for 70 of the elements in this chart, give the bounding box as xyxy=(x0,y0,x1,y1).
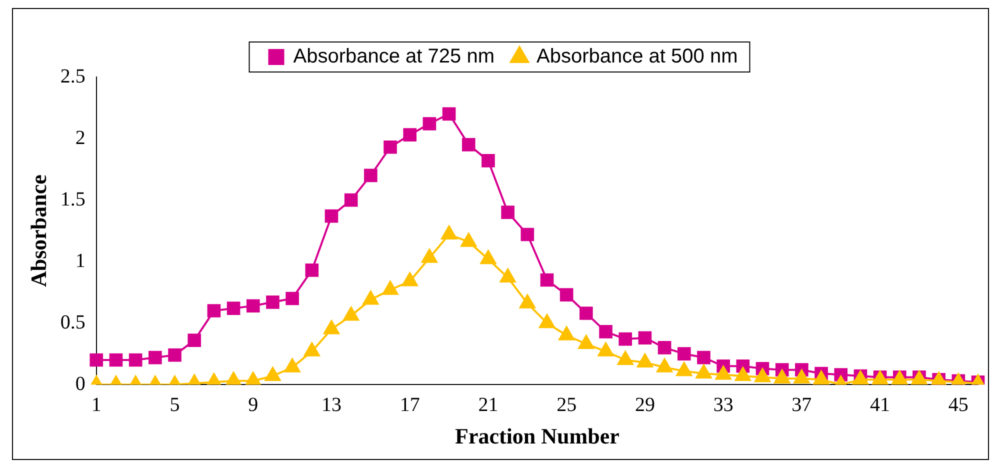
point xyxy=(384,140,397,154)
point xyxy=(364,168,378,182)
x-tick-label: 21 xyxy=(478,394,498,416)
x-tick-label: 13 xyxy=(321,394,342,416)
point xyxy=(813,370,830,385)
point xyxy=(460,232,477,247)
x-tick-label: 9 xyxy=(248,394,258,416)
legend-label: Absorbance at 725 nm xyxy=(293,46,495,68)
x-tick-label: 5 xyxy=(170,394,180,416)
point xyxy=(226,372,242,385)
point xyxy=(480,250,496,264)
y-tick-label: 2.5 xyxy=(60,65,86,88)
y-tick-label: 2 xyxy=(75,126,86,149)
x-tick-label: 17 xyxy=(400,394,420,416)
point xyxy=(382,280,398,295)
x-tick-label: 1 xyxy=(91,394,102,416)
point xyxy=(245,372,262,385)
point xyxy=(656,358,672,372)
point xyxy=(500,268,516,283)
point xyxy=(442,107,456,121)
point xyxy=(402,272,418,286)
point xyxy=(519,294,536,308)
point xyxy=(362,290,379,305)
point xyxy=(482,154,495,168)
point xyxy=(226,302,240,315)
point xyxy=(560,288,574,302)
point xyxy=(344,193,358,207)
point xyxy=(304,342,320,356)
y-tick-label: 0.5 xyxy=(60,311,86,334)
point xyxy=(264,366,281,381)
y-tick-label: 1.5 xyxy=(60,188,86,210)
point xyxy=(794,369,810,384)
y-tick-label: 1 xyxy=(75,250,86,272)
point xyxy=(422,248,438,263)
point xyxy=(637,353,653,368)
point xyxy=(207,304,221,318)
point xyxy=(617,350,634,365)
point xyxy=(324,209,338,223)
point xyxy=(520,228,534,242)
point xyxy=(324,320,340,334)
point xyxy=(578,334,594,349)
x-tick-label: 45 xyxy=(948,394,968,416)
legend-label: Absorbance at 500 nm xyxy=(536,46,738,68)
x-tick-label: 25 xyxy=(556,394,577,416)
x-tick-label: 29 xyxy=(634,394,655,416)
x-tick-label: 41 xyxy=(870,394,890,416)
point xyxy=(539,314,555,328)
point xyxy=(462,138,476,152)
point xyxy=(558,326,575,340)
point xyxy=(580,306,593,320)
point xyxy=(403,128,417,142)
point xyxy=(501,206,514,219)
x-tick-label: 37 xyxy=(792,394,812,416)
point xyxy=(284,358,300,372)
point xyxy=(696,364,712,379)
point xyxy=(422,117,436,130)
point xyxy=(734,366,751,381)
y-axis-title: Absorbance xyxy=(26,174,51,288)
point xyxy=(343,306,360,321)
point xyxy=(286,292,299,306)
point xyxy=(676,362,692,376)
point xyxy=(598,342,614,356)
point xyxy=(754,368,770,382)
point xyxy=(305,264,319,277)
y-tick-label: 0 xyxy=(75,372,86,395)
point xyxy=(774,369,790,384)
x-tick-label: 33 xyxy=(713,394,734,416)
point xyxy=(266,296,280,309)
point xyxy=(540,273,554,287)
point xyxy=(715,366,732,380)
